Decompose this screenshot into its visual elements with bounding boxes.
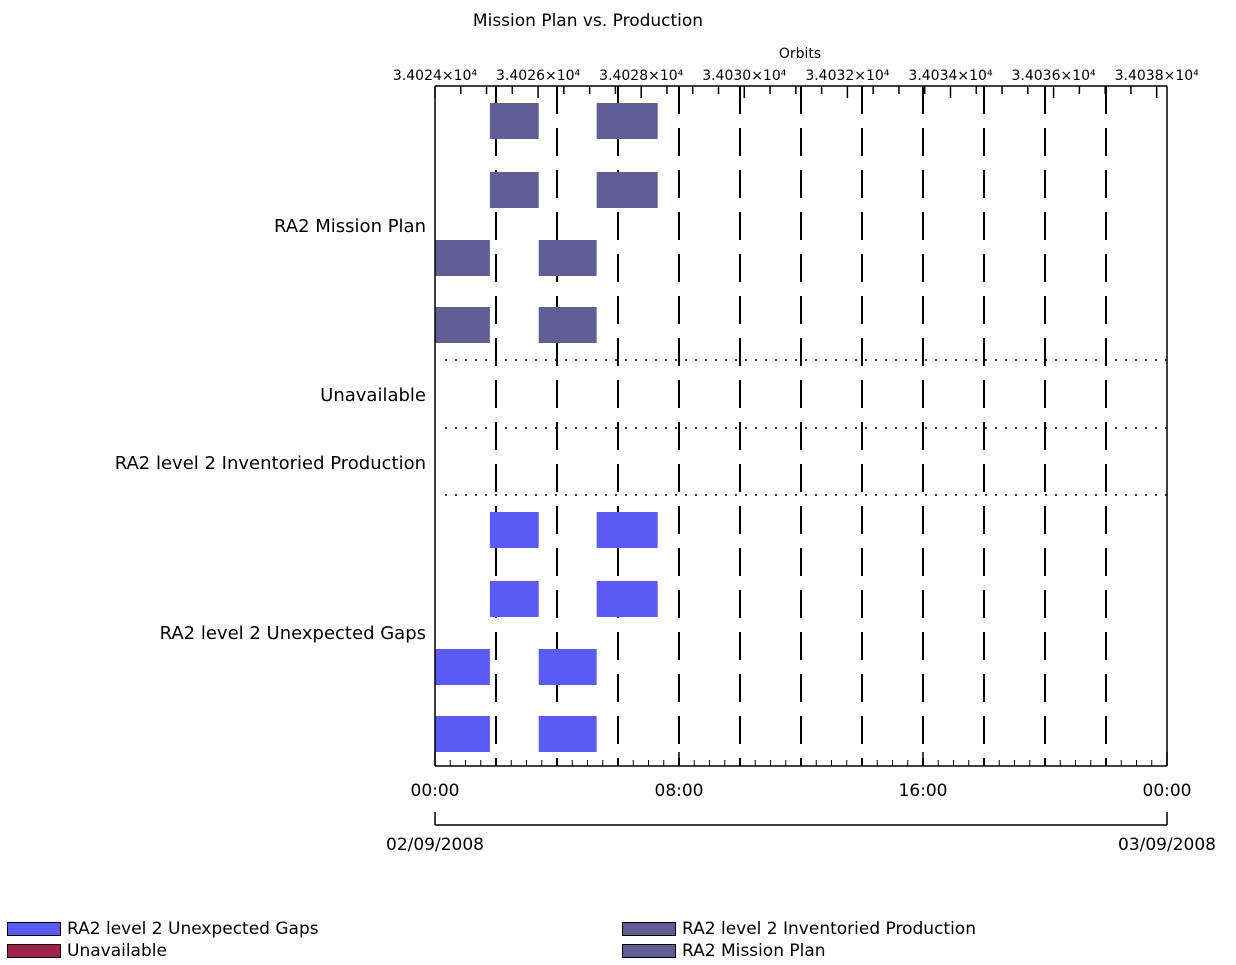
date-start-label: 02/09/2008 [386,835,484,855]
legend-item: RA2 level 2 Unexpected Gaps [7,918,319,940]
legend-label: Unavailable [67,941,167,961]
legend-right: RA2 level 2 Inventoried Production RA2 M… [622,918,976,962]
time-tick-label: 16:00 [899,781,948,801]
category-label: Unavailable [320,385,426,406]
orbit-tick-label: 3.4030×10⁴ [702,68,787,84]
legend-swatch [622,922,676,936]
orbit-tick-label: 3.4034×10⁴ [908,68,993,84]
orbit-tick-label: 3.4028×10⁴ [599,68,684,84]
gantt-bar [435,240,490,276]
legend-label: RA2 Mission Plan [682,941,826,961]
category-label: RA2 level 2 Unexpected Gaps [160,623,426,644]
orbit-tick-label: 3.4038×10⁴ [1115,68,1200,84]
legend-swatch [7,922,61,936]
legend-label: RA2 level 2 Inventoried Production [682,919,976,939]
gantt-bar [596,172,658,208]
legend-item: Unavailable [7,940,319,962]
category-label: RA2 level 2 Inventoried Production [115,453,426,474]
gantt-bar [435,716,490,752]
date-end-label: 03/09/2008 [1118,835,1216,855]
category-label: RA2 Mission Plan [274,216,426,237]
top-axis-label: Orbits [779,46,821,62]
time-tick-label: 00:00 [1143,781,1192,801]
time-tick-label: 00:00 [411,781,460,801]
gantt-bar [538,649,597,685]
gantt-bar [538,307,597,343]
gantt-bar [538,240,597,276]
legend-swatch [622,944,676,958]
gantt-bar [489,581,539,617]
legend-item: RA2 level 2 Inventoried Production [622,918,976,940]
gantt-bar [538,716,597,752]
chart-title: Mission Plan vs. Production [473,11,703,31]
orbit-tick-label: 3.4032×10⁴ [805,68,890,84]
gantt-bar [435,649,490,685]
gantt-bar [489,103,539,139]
legend-left: RA2 level 2 Unexpected Gaps Unavailable [7,918,319,962]
gantt-bar [435,307,490,343]
legend-swatch [7,944,61,958]
orbit-tick-label: 3.4024×10⁴ [393,68,478,84]
orbit-tick-label: 3.4036×10⁴ [1012,68,1097,84]
gantt-bar [596,512,658,548]
legend-label: RA2 level 2 Unexpected Gaps [67,919,319,939]
gantt-bar [596,581,658,617]
gantt-bar [489,512,539,548]
gantt-bar [596,103,658,139]
orbit-tick-label: 3.4026×10⁴ [496,68,581,84]
time-tick-label: 08:00 [655,781,704,801]
gantt-bar [489,172,539,208]
legend-item: RA2 Mission Plan [622,940,976,962]
